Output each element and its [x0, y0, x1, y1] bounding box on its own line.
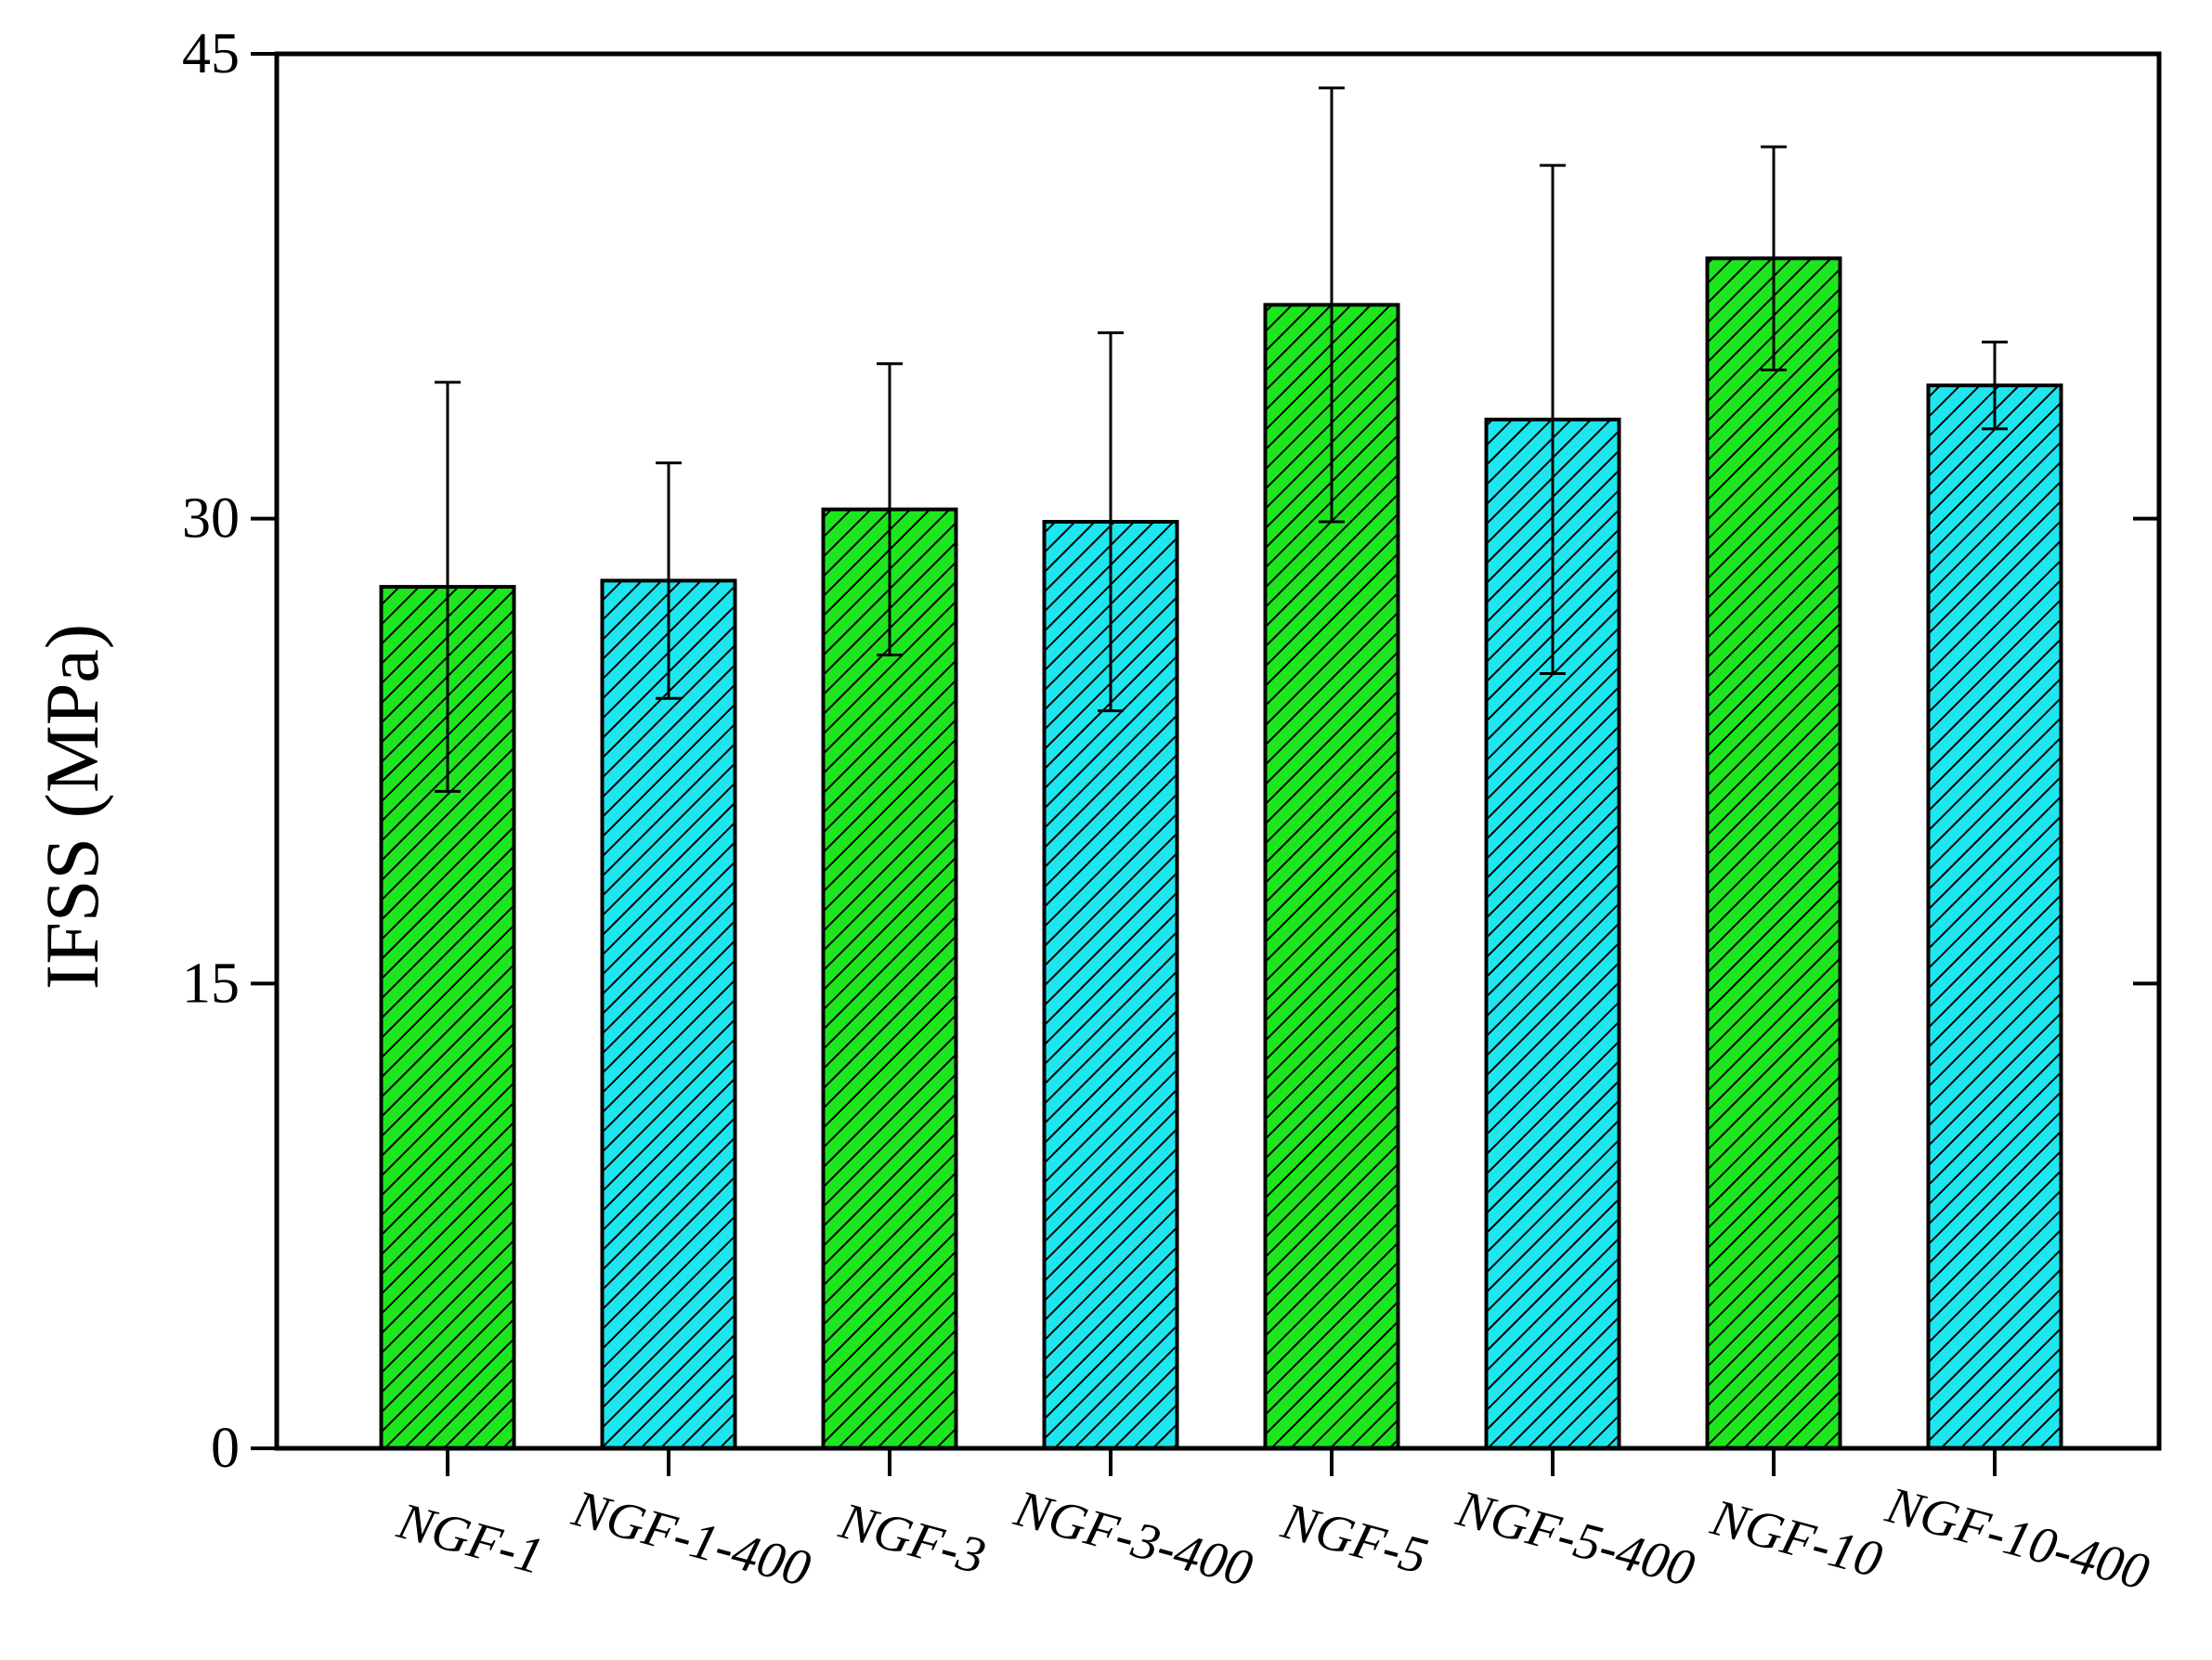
plot-frame — [274, 51, 2162, 1451]
bar-ngf-10 — [1705, 256, 1842, 1450]
bar-hatch — [1926, 383, 2063, 1450]
bar-hatch — [1705, 256, 1842, 1450]
y-tick-label: 0 — [211, 1417, 240, 1480]
error-bar-ngf-1-400 — [656, 461, 682, 700]
error-bar-ngf-10-400 — [1982, 340, 2008, 431]
y-axis-title: IFSS (MPa) — [30, 624, 114, 990]
error-bar-ngf-3-400 — [1098, 331, 1124, 713]
error-bars — [435, 86, 2008, 793]
x-tick-label: NGF-3 — [833, 1492, 991, 1586]
bar-ngf-1-400 — [600, 578, 737, 1450]
y-tick-label: 15 — [182, 952, 240, 1015]
y-axis: 0 15 30 45 — [182, 22, 2159, 1480]
error-bar-ngf-5 — [1319, 86, 1345, 524]
x-axis: NGF-1 NGF-1-400 NGF-3 NGF-3-400 NGF-5 NGF-5-4… — [391, 1448, 2154, 1602]
bar-hatch — [600, 578, 737, 1450]
bar-ngf-10-400 — [1926, 383, 2063, 1450]
error-bar-ngf-1 — [435, 381, 461, 793]
error-bar-ngf-3 — [877, 362, 903, 657]
y-tick-label: 30 — [182, 487, 240, 551]
bars — [379, 256, 2063, 1450]
x-tick-label: NGF-5-400 — [1450, 1480, 1699, 1599]
x-tick-label: NGF-1 — [391, 1492, 549, 1586]
x-tick-label: NGF-5 — [1275, 1492, 1433, 1586]
bar-ngf-3 — [821, 507, 958, 1450]
x-tick-label: NGF-3-400 — [1008, 1480, 1257, 1599]
error-bar-ngf-5-400 — [1540, 163, 1566, 676]
y-tick-label: 45 — [182, 22, 240, 85]
x-tick-label: NGF-1-400 — [566, 1480, 815, 1599]
x-tick-label: NGF-10-400 — [1880, 1476, 2154, 1602]
error-bar-ngf-10 — [1761, 145, 1787, 371]
x-tick-label: NGF-10 — [1705, 1488, 1888, 1589]
